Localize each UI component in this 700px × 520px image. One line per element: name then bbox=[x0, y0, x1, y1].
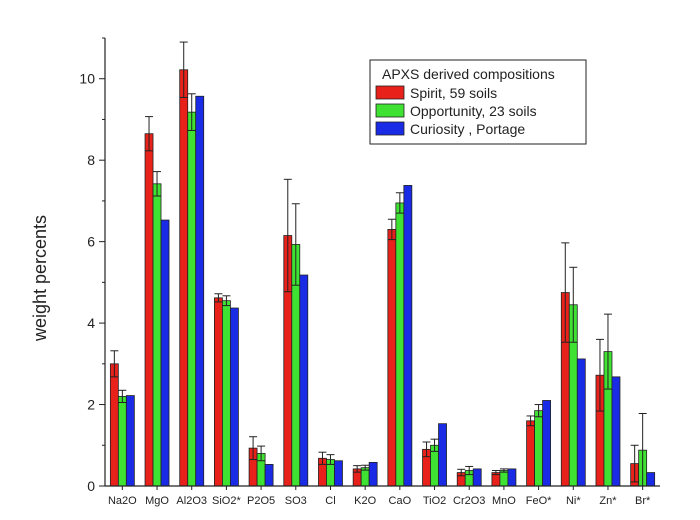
bar-al2o3-opportunity bbox=[187, 111, 197, 487]
legend-frame bbox=[369, 59, 587, 145]
legend-label-opportunity: Opportunity, 23 soils bbox=[410, 103, 537, 119]
x-tick-label-zn: Zn* bbox=[599, 495, 617, 507]
x-tick-label-tio2: TiO2 bbox=[423, 495, 446, 507]
bar-feo-curiosity bbox=[542, 400, 551, 487]
bar-mno-opportunity bbox=[499, 470, 509, 487]
bar-cao-curiosity bbox=[403, 185, 413, 487]
bar-mgo-spirit bbox=[144, 133, 154, 487]
axes-group: Na2O MgO Al2O3 SiO2* P2O5 SO3 Cl K2O CaO TiO2 Cr2O… bbox=[79, 37, 660, 507]
bar-al2o3-spirit bbox=[179, 69, 189, 487]
x-tick-label-k2o: K2O bbox=[354, 495, 376, 507]
legend-label-curiosity: Curiosity , Portage bbox=[410, 121, 525, 137]
bar-cao-spirit bbox=[387, 229, 397, 487]
x-tick-label-feo: FeO* bbox=[526, 495, 552, 507]
legend: APXS derived compositions Spirit, 59 soi… bbox=[369, 59, 587, 145]
y-tick-label: 8 bbox=[87, 152, 95, 168]
legend-swatch-curiosity bbox=[375, 121, 405, 136]
x-tick-label-cao: CaO bbox=[389, 495, 412, 507]
bar-feo-spirit bbox=[526, 420, 535, 487]
x-tick-label-ni: Ni* bbox=[566, 495, 581, 507]
x-tick-label-al2o3: Al2O3 bbox=[176, 495, 207, 507]
bar-na2o-curiosity bbox=[125, 395, 135, 487]
bar-so3-curiosity bbox=[299, 274, 309, 487]
bar-br-curiosity bbox=[646, 472, 656, 487]
bar-ni-curiosity bbox=[576, 358, 586, 487]
bar-sio2-spirit bbox=[214, 297, 223, 487]
y-axis-label: weight percents bbox=[30, 215, 50, 342]
bar-cao-opportunity bbox=[395, 202, 405, 487]
x-tick-label-na2o: Na2O bbox=[108, 495, 137, 507]
y-tick-label: 10 bbox=[79, 71, 95, 87]
bar-cr2o3-curiosity bbox=[472, 468, 482, 487]
bar-na2o-opportunity bbox=[117, 395, 127, 487]
legend-swatch-opportunity bbox=[375, 103, 405, 118]
bar-k2o-curiosity bbox=[368, 461, 378, 487]
bar-feo-opportunity bbox=[534, 410, 543, 487]
legend-title: APXS derived compositions bbox=[382, 66, 555, 82]
x-tick-label-cl: Cl bbox=[325, 495, 335, 507]
x-tick-label-cr2o3: Cr2O3 bbox=[453, 495, 485, 507]
y-tick-label: 2 bbox=[87, 397, 95, 413]
x-tick-label-mno: MnO bbox=[492, 495, 516, 507]
y-tick-label: 0 bbox=[87, 478, 95, 494]
bar-zn-curiosity bbox=[611, 376, 621, 487]
x-tick-label-so3: SO3 bbox=[285, 495, 307, 507]
x-tick-label-p2o5: P2O5 bbox=[247, 495, 275, 507]
bar-mgo-opportunity bbox=[152, 183, 162, 487]
bar-tio2-curiosity bbox=[438, 423, 447, 487]
bar-cl-curiosity bbox=[334, 460, 343, 487]
x-tick-label-mgo: MgO bbox=[145, 495, 169, 507]
x-tick-label-br: Br* bbox=[635, 495, 651, 507]
bar-na2o-spirit bbox=[109, 363, 119, 487]
y-tick-label: 4 bbox=[87, 315, 95, 331]
x-tick-label-sio2: SiO2* bbox=[212, 495, 241, 507]
bar-mno-curiosity bbox=[507, 468, 517, 487]
bar-sio2-curiosity bbox=[230, 307, 239, 487]
bar-al2o3-curiosity bbox=[195, 95, 205, 487]
bar-p2o5-curiosity bbox=[264, 464, 274, 487]
legend-label-spirit: Spirit, 59 soils bbox=[410, 85, 497, 101]
bar-mgo-curiosity bbox=[160, 219, 170, 487]
legend-swatch-spirit bbox=[375, 85, 405, 100]
bar-sio2-opportunity bbox=[222, 300, 231, 487]
y-tick-label: 6 bbox=[87, 234, 95, 250]
